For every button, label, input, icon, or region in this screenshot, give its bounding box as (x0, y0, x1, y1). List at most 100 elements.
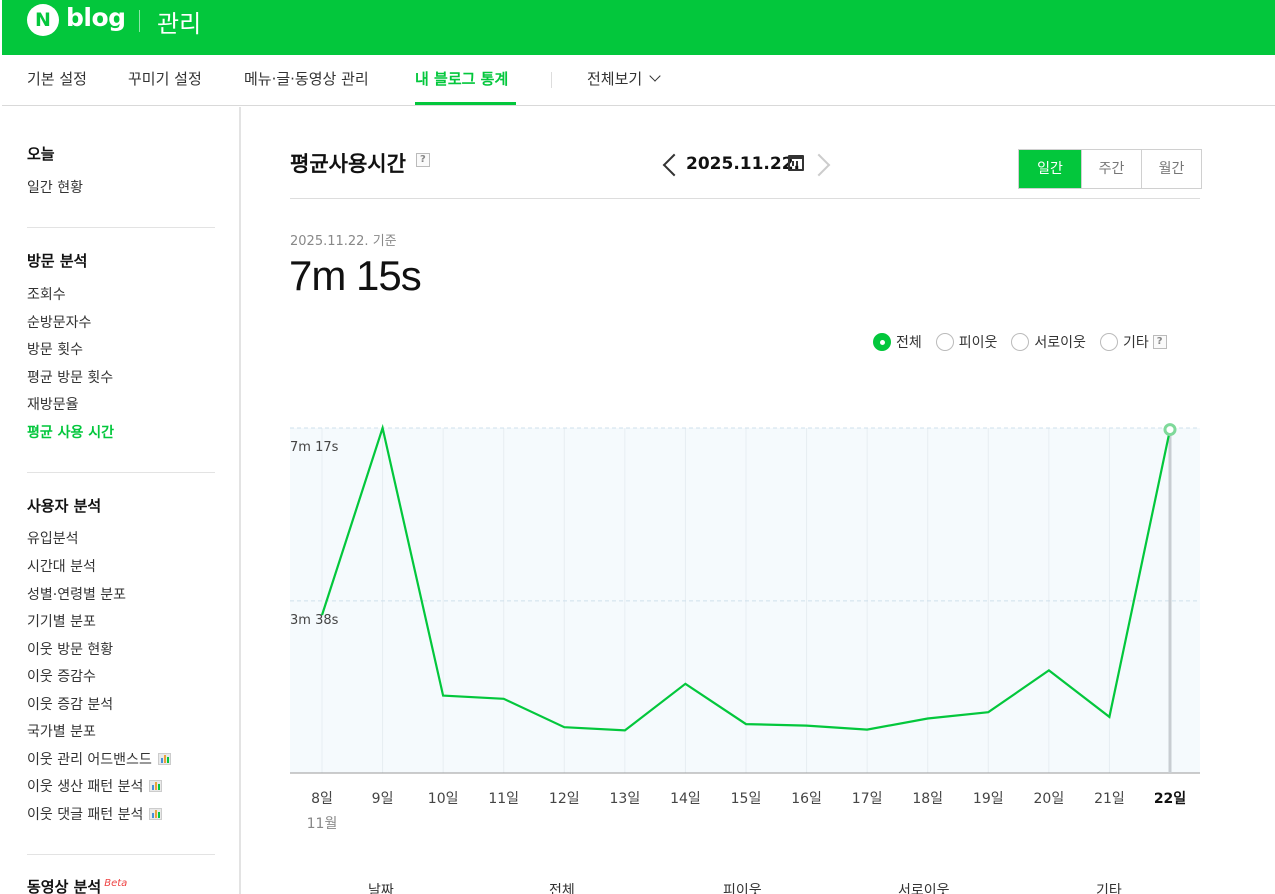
x-tick-label: 13일 (610, 791, 641, 807)
filter-all[interactable]: 전체 (873, 332, 922, 352)
sidebar-item-avg-usage-time[interactable]: 평균 사용 시간 (27, 425, 115, 441)
sidebar-heading-video: 동영상 분석 Beta (27, 876, 127, 894)
neighbor-filter: 전체 피이웃 서로이웃 기타? (873, 332, 1167, 352)
title-divider (290, 198, 1200, 199)
x-tick-label: 12일 (549, 791, 580, 807)
radio-icon (1011, 333, 1030, 351)
bar-chart-icon (157, 753, 171, 765)
x-tick-label: 21일 (1094, 791, 1125, 807)
sidebar-item-avg-visit-count[interactable]: 평균 방문 횟수 (27, 370, 114, 386)
bar-chart-icon (149, 780, 163, 792)
top-header: N blog 관리 (2, 0, 1275, 55)
filter-all-label: 전체 (896, 335, 922, 351)
current-date[interactable]: 2025.11.22. (686, 154, 801, 174)
sidebar-divider (27, 854, 215, 855)
y-tick-label: 7m 17s (290, 440, 339, 455)
sidebar-heading-visit: 방문 분석 (27, 252, 88, 270)
sidebar-item-neighbor-production[interactable]: 이웃 생산 패턴 분석 (27, 776, 163, 796)
admin-section-title[interactable]: 관리 (157, 10, 202, 38)
table-header-mutual: 서로이웃 (898, 883, 950, 894)
nav-design-settings[interactable]: 꾸미기 설정 (128, 70, 202, 88)
calendar-icon[interactable] (788, 155, 804, 171)
sidebar-item-label: 이웃 댓글 패턴 분석 (27, 807, 144, 823)
x-tick-label: 17일 (852, 791, 883, 807)
y-axis-labels: 7m 17s 3m 38s (290, 440, 339, 628)
naver-n-logo-icon[interactable]: N (27, 4, 59, 36)
avg-usage-time-value: 7m 15s (289, 252, 422, 299)
sidebar-item-neighbor-change[interactable]: 이웃 증감수 (27, 669, 96, 685)
x-tick-label: 18일 (912, 791, 943, 807)
sidebar-item-neighbor-comments[interactable]: 이웃 댓글 패턴 분석 (27, 804, 163, 824)
x-tick-label: 9일 (372, 791, 394, 807)
nav-basic-settings[interactable]: 기본 설정 (27, 70, 87, 88)
x-tick-label: 22일 (1154, 791, 1186, 807)
x-tick-label: 14일 (670, 791, 701, 807)
top-nav: 기본 설정 꾸미기 설정 메뉴·글·동영상 관리 내 블로그 통계 전체보기 (2, 55, 1275, 106)
series-line (320, 423, 1172, 732)
filter-mutual-label: 서로이웃 (1034, 335, 1086, 351)
sidebar-item-device[interactable]: 기기별 분포 (27, 614, 96, 630)
chart-horizontal-grid (290, 427, 1200, 602)
sidebar-item-gender-age[interactable]: 성별·연령별 분포 (27, 587, 127, 603)
sidebar-item-daily-status[interactable]: 일간 현황 (27, 180, 83, 196)
x-tick-label: 8일 (311, 791, 333, 807)
nav-content-management[interactable]: 메뉴·글·동영상 관리 (244, 70, 369, 88)
sidebar-item-label: 이웃 생산 패턴 분석 (27, 779, 144, 795)
header-divider (139, 10, 140, 32)
sidebar: 오늘 일간 현황 방문 분석 조회수 순방문자수 방문 횟수 평균 방문 횟수 … (2, 107, 241, 894)
sidebar-item-visit-count[interactable]: 방문 횟수 (27, 342, 83, 358)
filter-mutual[interactable]: 서로이웃 (1011, 332, 1086, 352)
basis-date: 2025.11.22. 기준 (290, 234, 397, 249)
sidebar-item-unique-visitors[interactable]: 순방문자수 (27, 315, 92, 331)
x-tick-label: 10일 (428, 791, 459, 807)
table-header-other: 기타 (1096, 883, 1122, 894)
sidebar-item-inflow[interactable]: 유입분석 (27, 531, 79, 547)
x-axis-labels: 8일 9일 10일 11일 12일 13일 14일 15일 16일 17일 18일 19일 20일 21일… (307, 791, 1187, 832)
bar-chart-icon (149, 808, 163, 820)
tab-weekly[interactable]: 주간 (1081, 150, 1141, 188)
sidebar-item-neighbor-advanced[interactable]: 이웃 관리 어드밴스드 (27, 749, 171, 769)
nav-blog-statistics[interactable]: 내 블로그 통계 (415, 70, 509, 88)
help-icon[interactable]: ? (1152, 335, 1167, 349)
filter-other[interactable]: 기타? (1099, 332, 1167, 352)
filter-other-label: 기타 (1122, 335, 1149, 351)
sidebar-heading-user: 사용자 분석 (27, 497, 102, 515)
active-tab-indicator (415, 102, 516, 105)
x-tick-label: 15일 (731, 791, 762, 807)
x-month-label: 11월 (307, 816, 338, 832)
table-header-followers: 피이웃 (723, 883, 762, 894)
filter-followers[interactable]: 피이웃 (935, 332, 998, 352)
nav-view-all[interactable]: 전체보기 (587, 68, 661, 89)
data-point (1163, 423, 1177, 437)
x-tick-label: 19일 (973, 791, 1004, 807)
period-toggle: 일간 주간 월간 (1018, 149, 1202, 189)
view-all-label: 전체보기 (587, 70, 643, 88)
sidebar-item-neighbor-visits[interactable]: 이웃 방문 현황 (27, 642, 114, 658)
x-tick-label: 20일 (1034, 791, 1065, 807)
blog-logo-text[interactable]: blog (66, 3, 126, 32)
tab-monthly[interactable]: 월간 (1141, 150, 1201, 188)
sidebar-divider (27, 472, 215, 473)
sidebar-item-time-of-day[interactable]: 시간대 분석 (27, 559, 96, 575)
page-title-text: 평균사용시간 (290, 152, 406, 176)
chart-points (321, 423, 1177, 731)
x-tick-label: 16일 (791, 791, 822, 807)
video-heading-label: 동영상 분석 (27, 878, 102, 894)
page-title: 평균사용시간? (290, 148, 430, 178)
radio-icon (1099, 333, 1118, 351)
sidebar-divider (27, 227, 215, 228)
y-tick-label: 3m 38s (290, 613, 339, 628)
table-header-total: 전체 (549, 883, 575, 894)
help-icon[interactable]: ? (415, 153, 430, 167)
filter-followers-label: 피이웃 (958, 335, 998, 351)
sidebar-item-label: 이웃 관리 어드밴스드 (27, 752, 152, 768)
sidebar-item-views[interactable]: 조회수 (27, 287, 66, 303)
sidebar-item-country[interactable]: 국가별 분포 (27, 724, 96, 740)
sidebar-heading-today: 오늘 (27, 145, 55, 163)
sidebar-item-revisit-rate[interactable]: 재방문율 (27, 397, 79, 413)
radio-checked-icon (873, 333, 891, 351)
tab-daily[interactable]: 일간 (1019, 150, 1081, 188)
beta-badge: Beta (104, 878, 128, 889)
sidebar-item-neighbor-change-analysis[interactable]: 이웃 증감 분석 (27, 697, 114, 713)
